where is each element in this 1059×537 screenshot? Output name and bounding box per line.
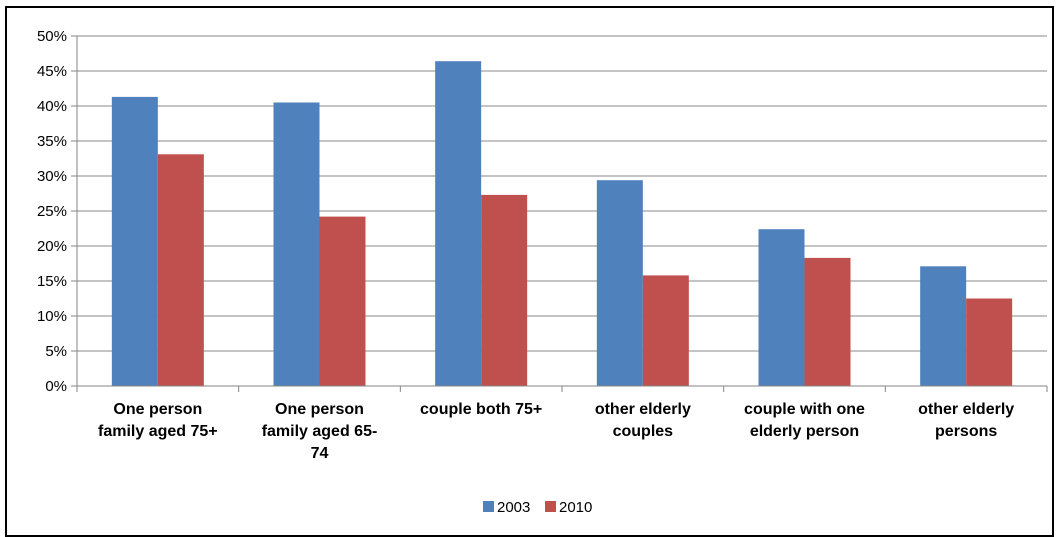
bar-2003 <box>435 61 482 386</box>
x-category-label: other elderly persons <box>918 401 1014 440</box>
y-tick-label: 40% <box>37 98 67 115</box>
bar-2003 <box>758 229 805 386</box>
bar-chart: 0% 5% 10% 15% 20% 25% 30% 35% 40% 45% 50% One perso… <box>37 28 1048 516</box>
x-category-label: One person family aged 75+ <box>98 401 218 440</box>
bar-2010 <box>642 275 689 386</box>
x-category-label: couple both 75+ <box>420 401 542 418</box>
bar-2010 <box>966 298 1013 386</box>
bar-2010 <box>481 194 528 386</box>
y-tick-label: 20% <box>37 238 67 255</box>
y-tick-label: 15% <box>37 273 67 290</box>
bar-2003 <box>596 180 643 386</box>
bar-2003 <box>273 102 320 386</box>
bar-2010 <box>157 154 204 386</box>
y-tick-label: 45% <box>37 63 67 80</box>
x-category-label: One person family aged 65-74 <box>262 401 378 462</box>
legend-label-2003: 2003 <box>497 499 530 516</box>
x-category-label: other elderly couples <box>595 401 691 440</box>
y-tick-label: 35% <box>37 133 67 150</box>
bar-2003 <box>920 266 967 386</box>
legend-swatch-2010 <box>545 501 556 512</box>
y-tick-label: 50% <box>37 28 67 45</box>
bar-2003 <box>111 96 158 387</box>
y-tick-label: 10% <box>37 308 67 325</box>
y-tick-label: 30% <box>37 168 67 185</box>
bar-2010 <box>319 216 366 386</box>
legend-swatch-2003 <box>483 501 494 512</box>
y-tick-label: 25% <box>37 203 67 220</box>
bar-2010 <box>804 257 851 386</box>
chart-frame: 0% 5% 10% 15% 20% 25% 30% 35% 40% 45% 50% One perso… <box>5 6 1054 537</box>
y-tick-label: 0% <box>45 378 67 395</box>
legend-label-2010: 2010 <box>559 499 592 516</box>
x-category-label: couple with one elderly person <box>744 401 865 440</box>
y-tick-label: 5% <box>45 343 67 360</box>
